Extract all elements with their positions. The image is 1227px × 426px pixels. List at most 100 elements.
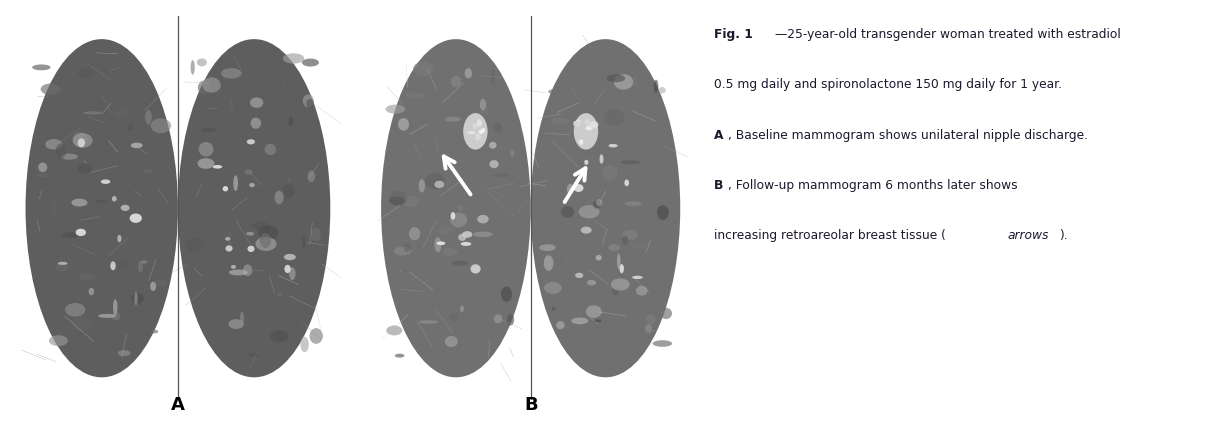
Ellipse shape: [636, 286, 648, 296]
Ellipse shape: [250, 118, 261, 130]
Ellipse shape: [660, 308, 672, 320]
Ellipse shape: [458, 234, 466, 242]
Ellipse shape: [459, 205, 463, 212]
Ellipse shape: [625, 202, 642, 206]
Ellipse shape: [620, 265, 625, 273]
Ellipse shape: [556, 321, 564, 329]
Ellipse shape: [228, 320, 244, 329]
Ellipse shape: [382, 40, 530, 377]
Ellipse shape: [202, 128, 216, 133]
Ellipse shape: [302, 234, 306, 249]
Ellipse shape: [659, 88, 666, 94]
Ellipse shape: [445, 336, 458, 347]
Ellipse shape: [561, 207, 574, 218]
Text: , Follow-up mammogram 6 months later shows: , Follow-up mammogram 6 months later sho…: [728, 178, 1017, 191]
Ellipse shape: [464, 114, 487, 150]
Ellipse shape: [580, 227, 591, 234]
Ellipse shape: [118, 235, 121, 243]
Ellipse shape: [425, 174, 445, 190]
Ellipse shape: [110, 262, 115, 271]
Ellipse shape: [301, 337, 309, 352]
Text: —25-year-old transgender woman treated with estradiol: —25-year-old transgender woman treated w…: [775, 28, 1121, 40]
Ellipse shape: [202, 78, 221, 94]
Ellipse shape: [88, 288, 94, 296]
Ellipse shape: [40, 84, 60, 95]
Ellipse shape: [418, 320, 438, 324]
Ellipse shape: [474, 232, 493, 237]
Ellipse shape: [308, 171, 315, 183]
Ellipse shape: [632, 276, 643, 279]
Ellipse shape: [491, 70, 494, 85]
Ellipse shape: [622, 236, 628, 246]
Ellipse shape: [584, 160, 589, 166]
Ellipse shape: [475, 134, 481, 141]
Text: arrows: arrows: [1007, 229, 1049, 242]
Ellipse shape: [53, 203, 56, 218]
Ellipse shape: [614, 75, 633, 90]
Ellipse shape: [398, 248, 409, 253]
Ellipse shape: [572, 318, 589, 325]
Ellipse shape: [229, 99, 233, 112]
Ellipse shape: [258, 226, 279, 240]
Ellipse shape: [151, 119, 171, 134]
Ellipse shape: [647, 315, 656, 324]
Ellipse shape: [460, 242, 471, 246]
Ellipse shape: [243, 265, 253, 276]
Ellipse shape: [470, 265, 481, 274]
Ellipse shape: [479, 130, 483, 135]
Ellipse shape: [45, 140, 63, 150]
Ellipse shape: [415, 207, 425, 216]
Ellipse shape: [493, 123, 502, 134]
Ellipse shape: [389, 197, 405, 206]
Ellipse shape: [596, 199, 602, 207]
Ellipse shape: [656, 206, 669, 221]
Ellipse shape: [501, 287, 512, 302]
Ellipse shape: [283, 184, 294, 199]
Ellipse shape: [221, 69, 242, 79]
Ellipse shape: [493, 314, 503, 324]
Ellipse shape: [445, 118, 461, 123]
Ellipse shape: [250, 222, 270, 230]
Ellipse shape: [49, 335, 67, 346]
Ellipse shape: [79, 273, 97, 281]
Ellipse shape: [198, 81, 210, 95]
Ellipse shape: [26, 40, 178, 377]
Ellipse shape: [585, 127, 593, 131]
Ellipse shape: [71, 317, 92, 331]
Ellipse shape: [249, 184, 255, 188]
Ellipse shape: [573, 121, 580, 127]
Ellipse shape: [131, 143, 142, 149]
Ellipse shape: [131, 293, 144, 304]
Ellipse shape: [38, 163, 48, 173]
Ellipse shape: [609, 245, 620, 251]
Ellipse shape: [510, 150, 514, 158]
Ellipse shape: [439, 226, 454, 236]
Ellipse shape: [587, 280, 596, 286]
Ellipse shape: [76, 229, 86, 236]
Ellipse shape: [265, 144, 276, 156]
Ellipse shape: [128, 124, 133, 132]
Ellipse shape: [37, 174, 49, 178]
Ellipse shape: [145, 111, 152, 125]
Ellipse shape: [472, 116, 483, 120]
Ellipse shape: [460, 305, 464, 312]
Ellipse shape: [225, 237, 231, 241]
Ellipse shape: [465, 69, 472, 79]
Ellipse shape: [61, 233, 79, 239]
Ellipse shape: [463, 232, 472, 238]
Ellipse shape: [65, 303, 86, 317]
Ellipse shape: [196, 59, 207, 67]
Ellipse shape: [115, 260, 129, 270]
Ellipse shape: [645, 324, 652, 333]
Ellipse shape: [443, 249, 458, 256]
Ellipse shape: [594, 69, 607, 76]
Ellipse shape: [595, 255, 601, 261]
Ellipse shape: [136, 88, 145, 92]
Ellipse shape: [185, 238, 204, 253]
Text: , Baseline mammogram shows unilateral nipple discharge.: , Baseline mammogram shows unilateral ni…: [728, 128, 1087, 141]
Ellipse shape: [290, 268, 296, 280]
Ellipse shape: [452, 261, 469, 266]
Text: A: A: [714, 128, 724, 141]
Ellipse shape: [402, 196, 418, 207]
Text: A: A: [171, 395, 185, 413]
